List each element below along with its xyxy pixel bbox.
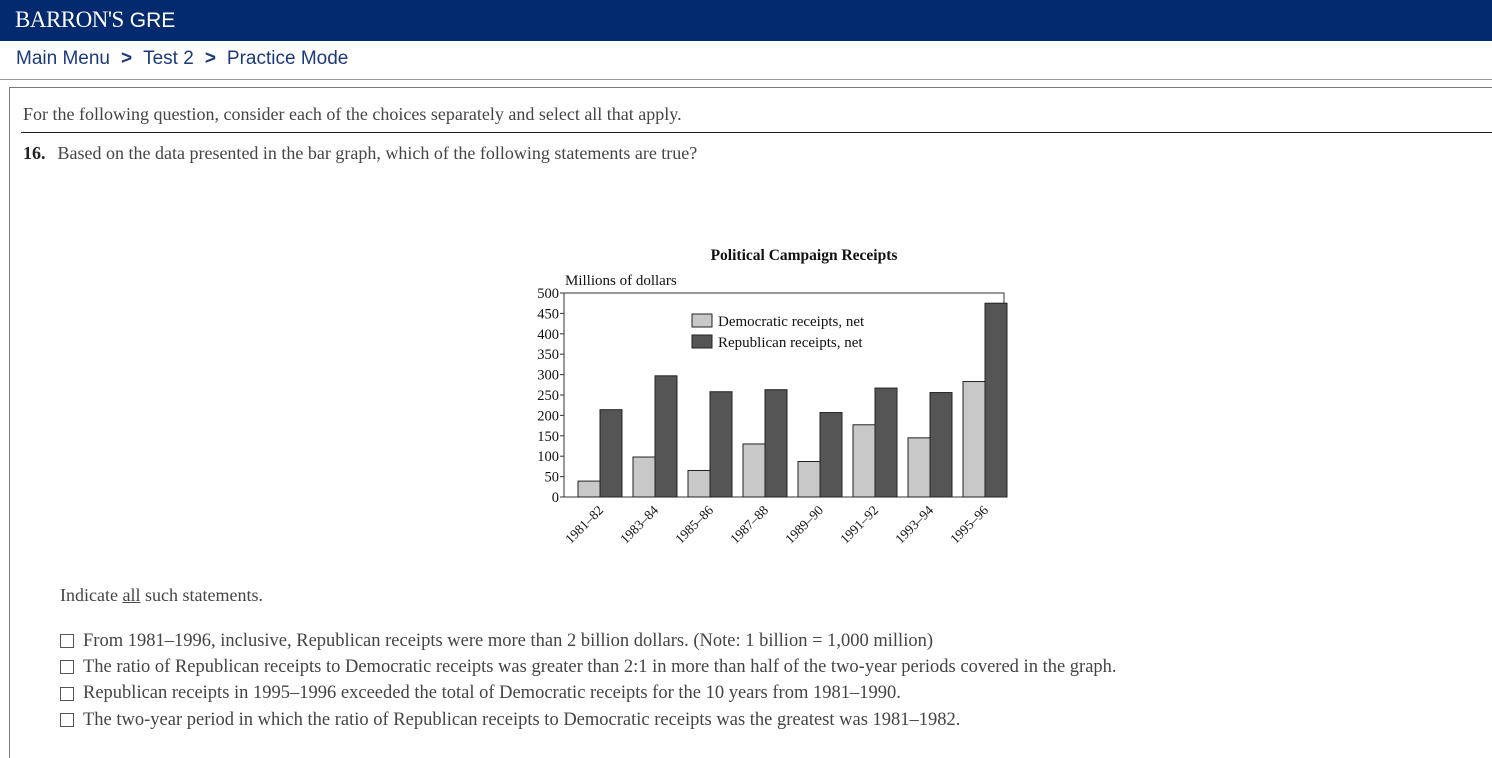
breadcrumb: Main Menu > Test 2 > Practice Mode [0,41,1492,80]
breadcrumb-practice-mode[interactable]: Practice Mode [226,48,349,69]
y-tick-label: 250 [537,388,559,404]
answer-choice[interactable]: Republican receipts in 1995–1996 exceede… [60,681,1117,707]
y-tick-label: 200 [537,408,559,424]
bar [819,412,843,498]
x-tick-label: 1987–88 [727,502,771,546]
bar [632,456,656,498]
legend-swatch [691,313,713,328]
bar [577,480,601,498]
bar [852,424,876,498]
answer-choice[interactable]: From 1981–1996, inclusive, Republican re… [60,628,1117,654]
brand-name: BARRON'S [15,7,124,32]
question-text: Based on the data presented in the bar g… [57,143,698,163]
y-tick-label: 0 [552,490,559,506]
y-tick-label: 100 [537,449,559,465]
legend-swatch [691,334,713,349]
bar [874,387,898,498]
answer-choice[interactable]: The two-year period in which the ratio o… [60,707,1117,733]
x-tick-label: 1989–90 [782,502,826,546]
answer-choice[interactable]: The ratio of Republican receipts to Demo… [60,654,1117,680]
question-stem: 16. Based on the data presented in the ba… [23,143,697,164]
checkbox[interactable] [60,713,74,728]
checkbox[interactable] [60,634,74,649]
bar [709,391,733,498]
x-tick-label: 1983–84 [617,502,661,546]
choice-text: Republican receipts in 1995–1996 exceede… [83,683,901,704]
question-panel [9,87,1492,758]
choice-text: From 1981–1996, inclusive, Republican re… [83,630,933,651]
y-tick-label: 150 [537,429,559,445]
indicate-prefix: Indicate [60,585,123,605]
bar [984,302,1008,498]
bar [962,381,986,498]
bar [654,375,678,498]
breadcrumb-separator: > [204,48,216,69]
question-instruction: For the following question, consider eac… [23,104,682,124]
x-tick-label: 1981–82 [562,503,606,547]
bar [907,437,931,498]
bar [599,409,623,498]
product-name: GRE [129,9,176,32]
divider [21,132,1492,133]
bar [687,469,711,498]
indicate-instruction: Indicate all such statements. [60,585,263,606]
answer-choices: From 1981–1996, inclusive, Republican re… [60,628,1117,733]
y-tick-label: 500 [537,286,559,302]
x-tick-label: 1991–92 [837,503,881,547]
y-tick-label: 300 [537,368,559,384]
legend-label: Republican receipts, net [718,335,863,351]
bar-chart: Political Campaign Receipts Millions of d… [537,247,1008,547]
app-header: BARRON'S GRE [0,0,1492,41]
y-tick-label: 400 [537,327,559,343]
bar [929,392,953,498]
y-tick-label: 450 [537,306,559,322]
x-tick-label: 1995–96 [947,502,991,546]
indicate-suffix: such statements. [140,585,263,605]
breadcrumb-test[interactable]: Test 2 [143,48,194,69]
x-tick-label: 1985–86 [672,502,716,546]
bar [797,461,821,498]
bar [742,443,766,498]
breadcrumb-main-menu[interactable]: Main Menu [16,48,110,69]
checkbox[interactable] [60,660,74,675]
bar [764,389,788,498]
legend-label: Democratic receipts, net [718,314,865,330]
x-tick-label: 1993–94 [892,502,936,546]
choice-text: The two-year period in which the ratio o… [83,709,961,730]
breadcrumb-separator: > [121,48,133,69]
y-tick-label: 50 [545,470,560,486]
chart-title: Political Campaign Receipts [711,247,898,264]
y-axis-label: Millions of dollars [565,273,677,289]
y-tick-label: 350 [537,347,559,363]
checkbox[interactable] [60,686,74,701]
choice-text: The ratio of Republican receipts to Demo… [83,656,1117,677]
indicate-emphasis: all [122,585,141,605]
brand-logo: BARRON'S GRE [15,7,175,33]
question-number: 16. [23,143,46,163]
